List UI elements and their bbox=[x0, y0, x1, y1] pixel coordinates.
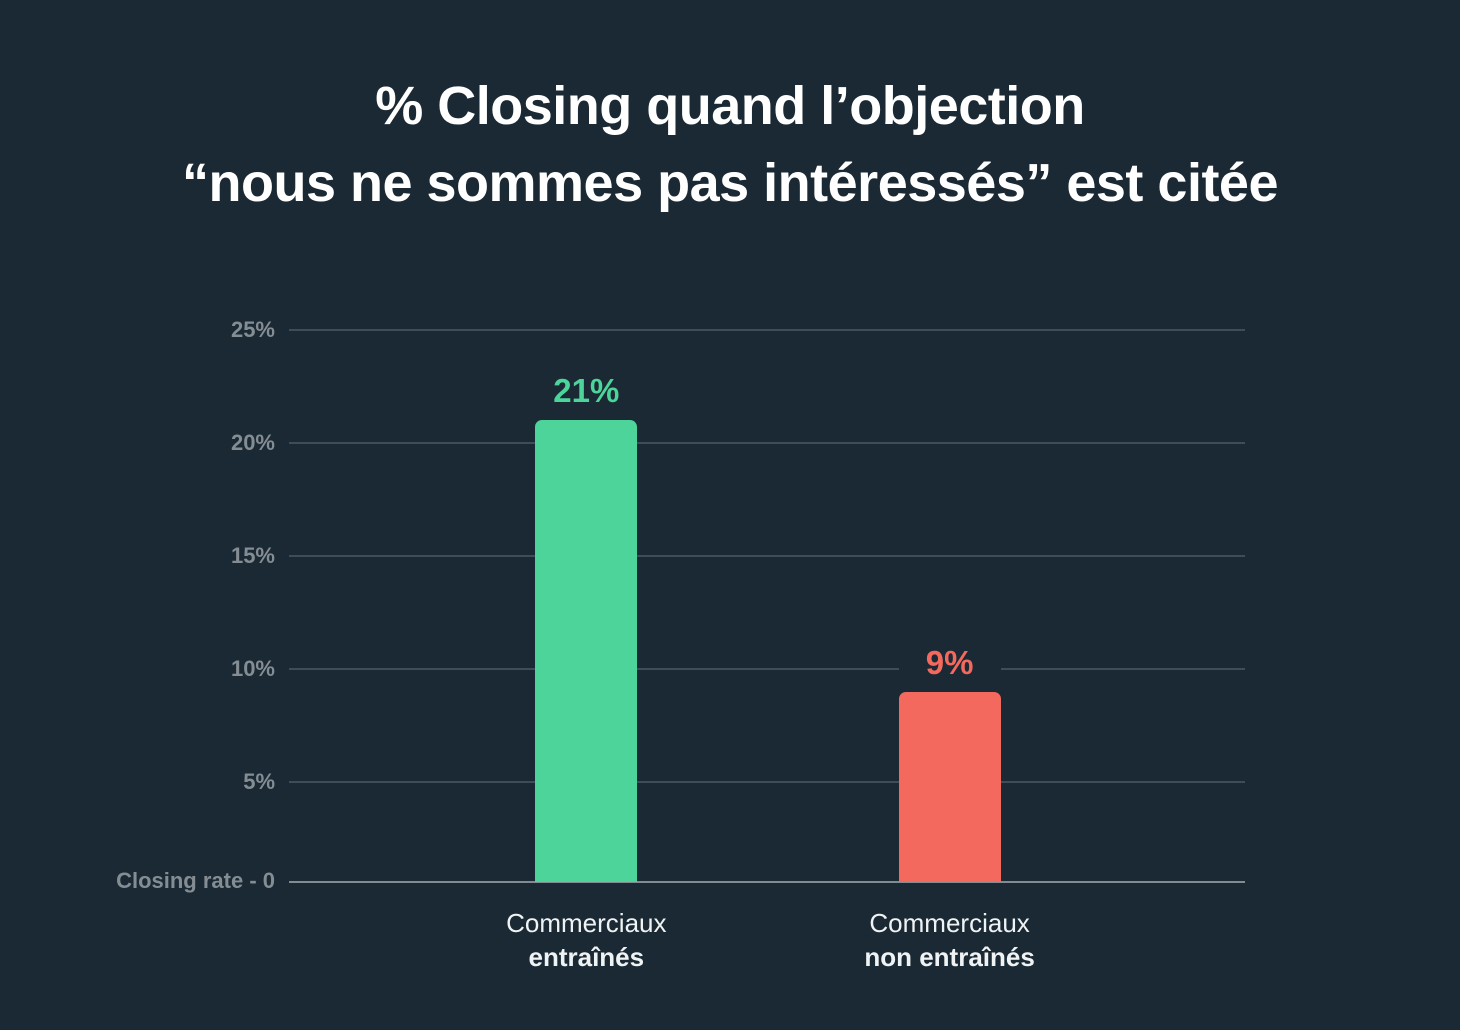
bar-value-label: 9% bbox=[898, 645, 1001, 692]
gridline-10 bbox=[289, 668, 1245, 670]
x-axis-baseline bbox=[289, 881, 1245, 883]
category-label-line2: entraînés bbox=[528, 942, 645, 972]
category-label-line1: Commerciaux bbox=[869, 908, 1030, 938]
chart-title: % Closing quand l’objection “nous ne som… bbox=[0, 68, 1460, 222]
plot-area: Closing rate - 0 5% 10% 15% 20% 25% 21% Commer… bbox=[116, 319, 1245, 972]
y-axis-tick-label: 25% bbox=[230, 317, 275, 342]
y-axis-tick-label: 20% bbox=[230, 430, 275, 455]
gridline-20 bbox=[289, 442, 1245, 444]
y-axis-tick-label: 15% bbox=[230, 543, 275, 568]
category-label-line1: Commerciaux bbox=[506, 908, 667, 938]
bar-column: 21% Commerciaux entraînés bbox=[506, 330, 667, 972]
category-label: Commerciaux non entraînés bbox=[780, 906, 1120, 974]
bar[interactable] bbox=[898, 691, 1001, 882]
bar-value-label: 21% bbox=[535, 374, 638, 421]
y-axis-tick-label: 5% bbox=[243, 769, 275, 794]
y-axis-zero-label: Closing rate - 0 bbox=[116, 868, 275, 893]
y-axis-tick-label: 10% bbox=[230, 656, 275, 681]
chart-title-line1: % Closing quand l’objection bbox=[375, 76, 1085, 136]
category-label-line2: non entraînés bbox=[864, 942, 1035, 972]
gridline-5 bbox=[289, 781, 1245, 783]
gridline-25 bbox=[289, 329, 1245, 331]
bar-column: 9% Commerciaux non entraînés bbox=[864, 330, 1035, 972]
chart-title-line2: “nous ne sommes pas intéressés” est cité… bbox=[182, 153, 1279, 213]
gridline-15 bbox=[289, 555, 1245, 557]
bar[interactable] bbox=[535, 420, 638, 882]
category-label: Commerciaux entraînés bbox=[416, 906, 756, 974]
